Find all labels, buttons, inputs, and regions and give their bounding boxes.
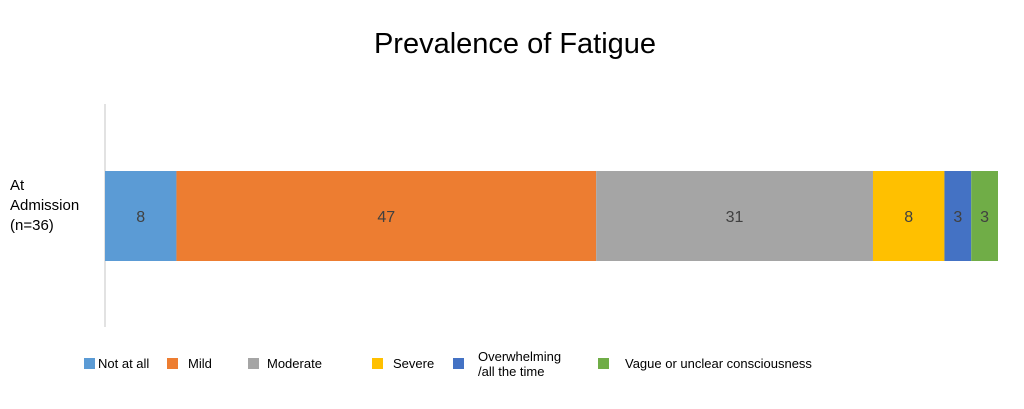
legend-label: Mild — [188, 356, 212, 371]
data-label: 8 — [136, 209, 145, 226]
data-label: 8 — [904, 209, 913, 226]
legend-swatch — [453, 358, 464, 369]
legend-swatch — [372, 358, 383, 369]
legend-label: Overwhelming/all the time — [478, 349, 561, 379]
legend-label: Vague or unclear consciousness — [625, 356, 812, 371]
bar-group: 8 47 31 8 3 3 — [105, 171, 998, 261]
legend-swatch — [167, 358, 178, 369]
bar-segment — [971, 171, 998, 261]
legend-label-line: /all the time — [478, 364, 545, 379]
legend-label-line: Overwhelming — [478, 349, 562, 364]
bar-segment — [105, 171, 177, 261]
data-label: 3 — [980, 209, 989, 226]
data-label: 3 — [953, 209, 962, 226]
legend-label: Not at all — [98, 356, 150, 371]
category-label: At Admission (n=36) — [10, 176, 79, 236]
category-label-line: Admission — [10, 197, 80, 214]
legend-label: Moderate — [267, 356, 322, 371]
chart-title: Prevalence of Fatigue — [373, 28, 657, 60]
category-label-line: At — [10, 177, 25, 194]
legend-swatch — [598, 358, 609, 369]
legend-swatch — [84, 358, 95, 369]
bar-segment — [176, 171, 597, 261]
bar-segment — [596, 171, 873, 261]
bar-segment — [944, 171, 972, 261]
legend-swatch — [248, 358, 259, 369]
legend-label: Severe — [393, 356, 435, 371]
data-label: 31 — [726, 209, 744, 226]
bar-segment — [872, 171, 945, 261]
category-label-line: (n=36) — [10, 217, 54, 234]
data-label: 47 — [377, 209, 395, 226]
